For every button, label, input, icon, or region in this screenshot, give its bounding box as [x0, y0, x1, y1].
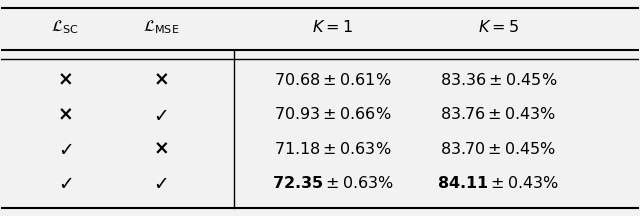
- Text: $70.68 \pm 0.61\%$: $70.68 \pm 0.61\%$: [274, 72, 392, 88]
- Text: $K=1$: $K=1$: [312, 19, 353, 35]
- Text: $\boldsymbol{\times}$: $\boldsymbol{\times}$: [153, 139, 168, 158]
- Text: $\boldsymbol{\times}$: $\boldsymbol{\times}$: [153, 71, 168, 90]
- Text: $83.70 \pm 0.45\%$: $83.70 \pm 0.45\%$: [440, 141, 557, 157]
- Text: $\checkmark$: $\checkmark$: [58, 173, 72, 192]
- Text: $\boldsymbol{\times}$: $\boldsymbol{\times}$: [58, 105, 73, 124]
- Text: $\mathbf{84.11}\pm 0.43\%$: $\mathbf{84.11}\pm 0.43\%$: [437, 175, 559, 191]
- Text: $71.18 \pm 0.63\%$: $71.18 \pm 0.63\%$: [274, 141, 392, 157]
- Text: $83.76 \pm 0.43\%$: $83.76 \pm 0.43\%$: [440, 106, 557, 122]
- Text: $83.36 \pm 0.45\%$: $83.36 \pm 0.45\%$: [440, 72, 557, 88]
- Text: $\mathcal{L}_{\mathrm{SC}}$: $\mathcal{L}_{\mathrm{SC}}$: [51, 18, 79, 36]
- Text: $\checkmark$: $\checkmark$: [58, 139, 72, 158]
- Text: $70.93 \pm 0.66\%$: $70.93 \pm 0.66\%$: [274, 106, 392, 122]
- Text: $\boldsymbol{\times}$: $\boldsymbol{\times}$: [58, 71, 73, 90]
- Text: $\mathbf{72.35}\pm 0.63\%$: $\mathbf{72.35}\pm 0.63\%$: [271, 175, 394, 191]
- Text: $\mathcal{L}_{\mathrm{MSE}}$: $\mathcal{L}_{\mathrm{MSE}}$: [143, 18, 179, 36]
- Text: $\checkmark$: $\checkmark$: [154, 173, 168, 192]
- Text: $K=5$: $K=5$: [478, 19, 519, 35]
- Text: $\checkmark$: $\checkmark$: [154, 105, 168, 124]
